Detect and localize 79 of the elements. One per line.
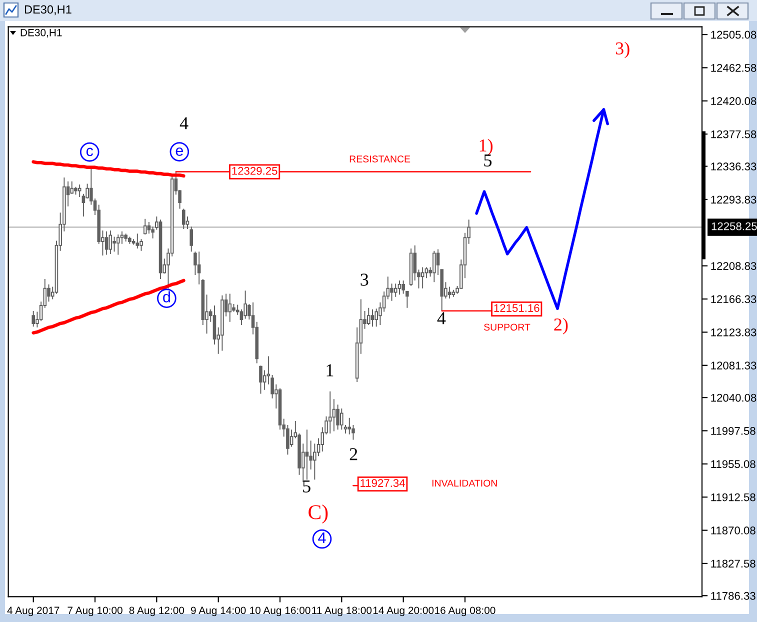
- annotation: 1: [326, 364, 334, 376]
- annotation: 2): [554, 318, 568, 334]
- x-tick-label: 16 Aug 08:00: [435, 606, 496, 616]
- x-tick-label: 10 Aug 16:00: [250, 606, 310, 616]
- y-tick-label: 11955.08: [711, 460, 756, 468]
- x-tick-label: 7 Aug 10:00: [68, 606, 122, 616]
- candlestick: [190, 226, 193, 252]
- y-tick-label: 12081.33: [711, 362, 756, 370]
- annotation: c: [86, 148, 94, 156]
- annotation: 12151.16: [494, 304, 540, 312]
- annotation: 3: [360, 274, 368, 286]
- annotation: SUPPORT: [484, 324, 530, 331]
- x-tick-label: 14 Aug 20:00: [373, 606, 434, 616]
- x-tick-label: 9 Aug 14:00: [191, 606, 246, 616]
- candlestick: [394, 283, 398, 298]
- chart-title: DE30,H1: [24, 5, 72, 16]
- candlestick: [32, 310, 35, 328]
- annotation: 1): [480, 138, 493, 156]
- ref-line-label: 12258.25: [712, 222, 757, 230]
- y-tick-label: 11912.58: [711, 493, 756, 502]
- y-tick-label: 12166.33: [711, 295, 756, 304]
- candlestick: [124, 233, 128, 242]
- annotation: 11927.34: [360, 479, 405, 487]
- y-tick-label: 12505.08: [711, 30, 756, 39]
- y-tick-label: 12462.58: [711, 64, 756, 72]
- candlestick: [398, 280, 402, 296]
- candlestick: [259, 365, 262, 394]
- y-tick-label: 12420.08: [711, 97, 756, 106]
- candlestick: [128, 236, 132, 244]
- annotation: 4: [180, 117, 188, 130]
- annotation: 5: [484, 154, 492, 167]
- candlestick: [448, 286, 452, 299]
- candlestick: [220, 294, 224, 352]
- annotation: RESISTANCE: [350, 156, 410, 162]
- x-tick-label: 4 Aug 2017: [7, 606, 60, 616]
- y-tick-label: 12377.58: [711, 130, 756, 138]
- annotation: e: [176, 148, 183, 156]
- annotation: C): [308, 504, 328, 524]
- candlestick: [197, 251, 201, 285]
- annotation: 12329.25: [232, 166, 278, 175]
- x-tick-label: 11 Aug 18:00: [312, 606, 372, 616]
- annotation: d: [163, 291, 170, 302]
- y-tick-label: 11870.08: [711, 526, 756, 534]
- y-tick-label: 12336.33: [711, 162, 756, 170]
- candlestick: [147, 221, 151, 234]
- candlestick: [366, 307, 370, 326]
- y-tick-label: 12040.08: [711, 394, 756, 402]
- x-tick-label: 8 Aug 12:00: [129, 606, 184, 616]
- candlestick: [182, 208, 186, 230]
- candlestick: [143, 218, 147, 235]
- annotation: 5: [303, 480, 310, 492]
- chart-subtitle: DE30,H1: [20, 28, 62, 38]
- y-tick-label: 11997.58: [711, 427, 756, 435]
- candlestick: [432, 250, 436, 283]
- annotation: 3): [616, 42, 630, 58]
- y-tick-label: 12208.83: [711, 262, 756, 270]
- candlestick: [305, 429, 309, 480]
- candlestick: [420, 266, 424, 289]
- annotation: INVALIDATION: [432, 480, 497, 487]
- candlestick: [158, 219, 162, 280]
- y-tick-label: 11786.33: [711, 592, 756, 600]
- annotation: 2: [350, 448, 358, 460]
- candlestick: [409, 248, 413, 286]
- candlestick: [104, 230, 108, 256]
- y-tick-label: 12293.83: [711, 196, 756, 204]
- annotation: 4: [318, 532, 326, 543]
- candlestick: [452, 289, 456, 298]
- candlestick: [328, 390, 332, 434]
- candlestick: [228, 293, 232, 322]
- line-series: [32, 278, 186, 334]
- y-tick-label: 12123.83: [711, 328, 756, 336]
- y-tick-label: 11827.58: [711, 560, 756, 568]
- candlestick: [116, 234, 120, 256]
- candlestick: [136, 233, 140, 249]
- candlestick: [370, 308, 374, 328]
- annotation: 4: [437, 312, 446, 324]
- candlestick: [108, 230, 112, 254]
- candlestick: [78, 184, 82, 198]
- candlestick: [340, 408, 344, 430]
